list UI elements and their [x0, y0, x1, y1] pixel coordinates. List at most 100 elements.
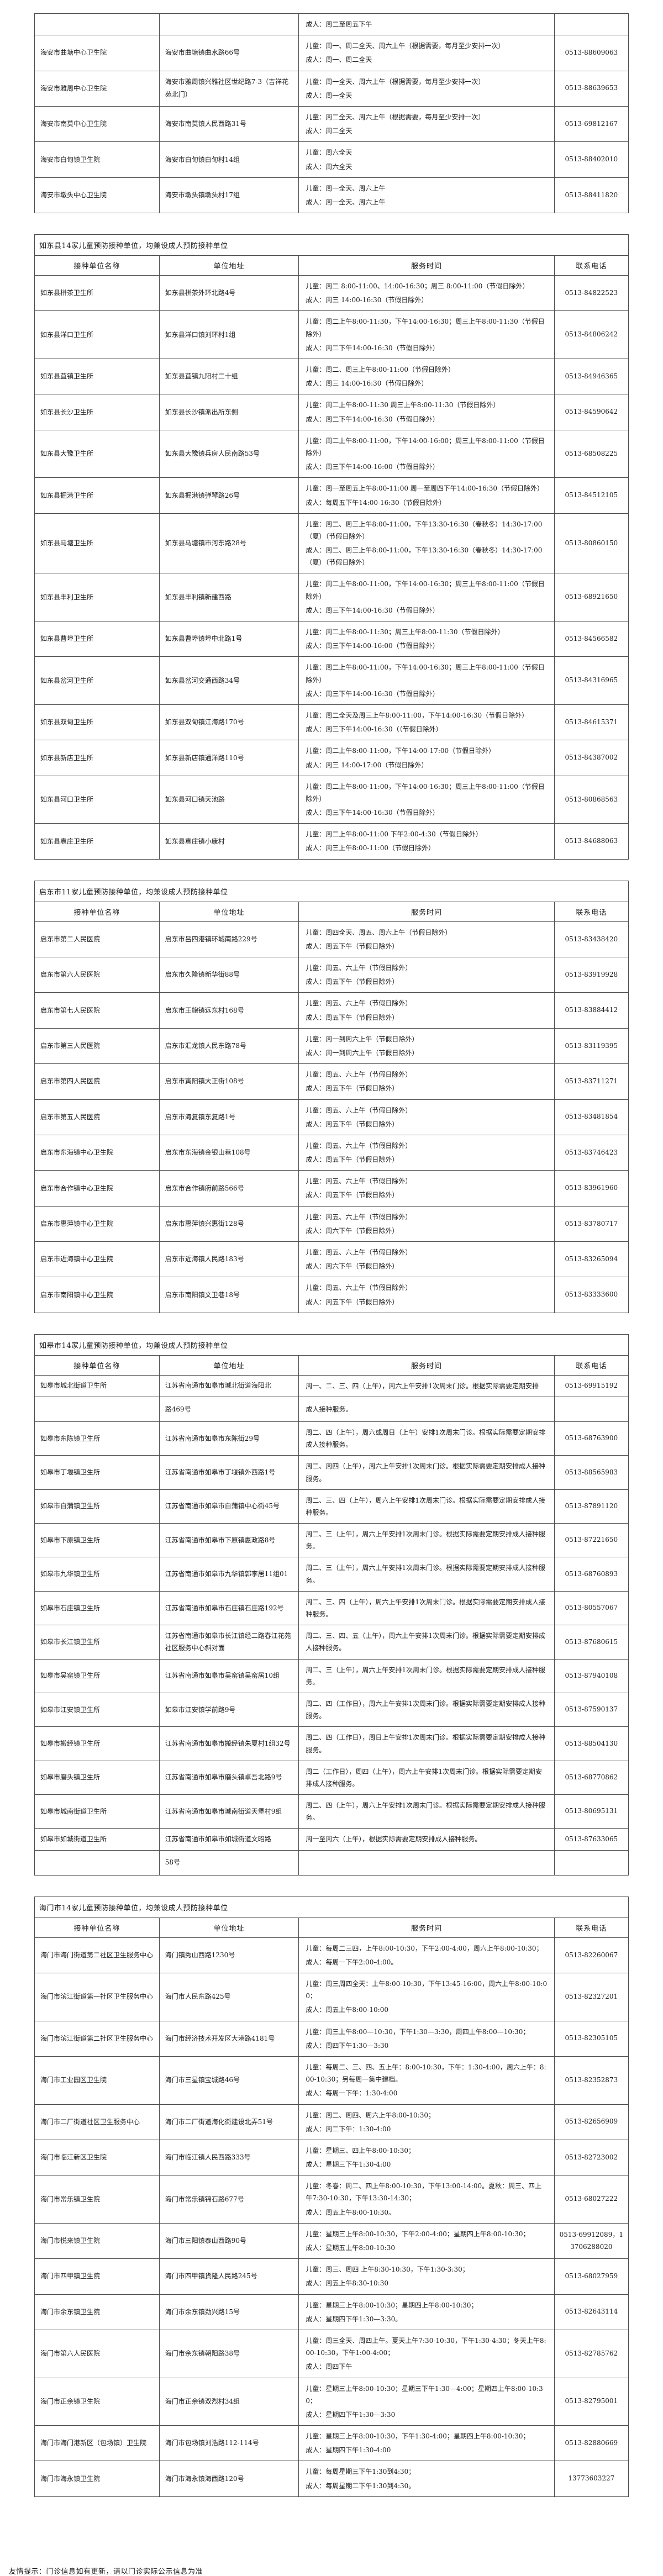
unit-name-cell: 如皋市丁堰镇卫生所 — [34, 1455, 160, 1490]
contact-phone-cell: 0513-82785762 — [554, 2329, 629, 2378]
service-time-line: 成人：星期五上午8:00-10:30 — [306, 2244, 395, 2252]
service-time-line: 儿童：周五、六上午（节假日除外） — [306, 1071, 412, 1079]
contact-phone-cell: 0513-84512105 — [554, 477, 629, 514]
contact-phone-cell: 0513-87221650 — [554, 1523, 629, 1558]
service-time-cell: 儿童：冬春：周二、四上午8:00-10:30，下午13:00-14:00。夏秋：… — [298, 2175, 555, 2224]
unit-address-cell: 如东县丰利镇新建西路 — [159, 573, 299, 621]
contact-phone-cell: 0513-84387002 — [554, 740, 629, 776]
contact-phone-cell: 0513-84615371 — [554, 704, 629, 741]
table-row: 海门市余东镇卫生院 海门市余东镇劲兴路15号 儿童：星期三上午8:00-10:30；… — [34, 2294, 629, 2330]
service-time-line: 成人：星期四下午1:30—3:30 — [306, 2410, 396, 2419]
service-time-cell: 周二、四（工作日），周日上午安排1次周末门诊。根据实际需要定期安排成人接种服务。 — [298, 1726, 555, 1761]
vaccination-table-rugao: 如皋市14家儿童预防接种单位，均兼设成人预防接种单位 接种单位名称 单位地址 服务时间… — [34, 1334, 629, 1876]
contact-phone-cell: 0513-82795001 — [554, 2377, 629, 2426]
table-row: 启东市近海镇中心卫生院 启东市近海镇人民路183号 儿童：周五、六上午（节假日除外）… — [34, 1241, 629, 1278]
service-time-line: 儿童：周二上午8:00-11:30 周三上午8:00-11:30（节假日除外） — [306, 401, 500, 409]
table-row: 如皋市吴窑镇卫生所 江苏省南通市如皋市吴窑镇吴窑居10组 周二、三（上午），周六上午… — [34, 1658, 629, 1693]
table-row: 如东县新店卫生所 如东县新店镇通洋路110号 儿童：周二上午8:00-11:00，下… — [34, 740, 629, 776]
unit-address-cell: 海安市雅周镇兴雅社区世纪路7-3（吉祥花苑北门） — [159, 70, 299, 107]
service-time-line: 成人：周五下午（节假日除外） — [306, 1084, 399, 1093]
service-time-cell: 儿童：周二上午8:00-11:00，下午14:00-16:30；周三上午8:00… — [298, 656, 555, 705]
service-time-cell: 周二、三、四（上午），周六上午安排1次周末门诊。根据实际需要定期安排成人接种服务… — [298, 1489, 555, 1524]
table-row: 路469号 成人接种服务。 — [34, 1396, 629, 1422]
unit-name-cell: 如皋市东陈镇卫生所 — [34, 1421, 160, 1456]
column-header: 联系电话 — [554, 1917, 629, 1938]
table-row: 如东县丰利卫生所 如东县丰利镇新建西路 儿童：周二上午8:00-11:00，下午14… — [34, 573, 629, 621]
service-time-cell: 儿童：周三周四全天：上午8:00-10:30，下午13:45-16:00，周六上… — [298, 1973, 555, 2021]
contact-phone-cell: 0513-88565983 — [554, 1455, 629, 1490]
unit-address-cell: 海安市曲塘镇曲水路66号 — [159, 35, 299, 71]
contact-phone-cell: 0513-68760893 — [554, 1557, 629, 1592]
table-row: 启东市东海镇中心卫生院 启东市东海镇金银山巷108号 儿童：周五、六上午（节假日除外… — [34, 1134, 629, 1171]
vaccination-table-haimen: 海门市14家儿童预防接种单位，均兼设成人预防接种单位 接种单位名称 单位地址 服务时间… — [34, 1896, 629, 2497]
column-header: 单位地址 — [159, 1917, 299, 1938]
service-time-cell: 儿童：周一全天、周六上午（根据需要，每月至少安排一次） 成人：周一全天 — [298, 70, 555, 107]
section-title: 海门市14家儿童预防接种单位，均兼设成人预防接种单位 — [34, 1896, 629, 1918]
unit-address-cell: 启东市合作镇府前路566号 — [159, 1170, 299, 1207]
contact-phone-cell: 0513-83481854 — [554, 1099, 629, 1135]
service-time-line: 成人：星期三下午1:30-4:00 — [306, 2161, 391, 2169]
service-time-cell: 儿童：周五、六上午（节假日除外） 成人：周五下午（节假日除外） — [298, 1277, 555, 1313]
unit-name-cell: 启东市第六人民医院 — [34, 956, 160, 993]
column-header: 单位地址 — [159, 901, 299, 922]
service-time-line: 儿童：周五、六上午（节假日除外） — [306, 1177, 412, 1186]
unit-address-cell: 如东县曹埠镇埠中北路1号 — [159, 620, 299, 657]
service-time-line: 成人：周三下午14:00-16:30（（节假日除外） — [306, 725, 443, 734]
unit-name-cell: 海安市南莫中心卫生院 — [34, 106, 160, 143]
contact-phone-cell: 0513-87590137 — [554, 1692, 629, 1727]
contact-phone-cell: 0513-82327201 — [554, 1973, 629, 2021]
contact-phone-cell: 0513-68508225 — [554, 429, 629, 478]
service-time-line: 儿童：周三周四全天：上午8:00-10:30，下午13:45-16:00，周六上… — [306, 1980, 548, 2000]
service-time-line: 成人：周三下午14:00-16:30（节假日除外） — [306, 809, 439, 817]
contact-phone-cell: 0513-88411820 — [554, 177, 629, 214]
service-time-cell: 周二、四（上午），周六上午安排1次周末门诊。根据实际需要定期安排成人接种服务。 — [298, 1794, 555, 1829]
column-header: 服务时间 — [298, 255, 555, 276]
contact-phone-cell: 0513-84316965 — [554, 656, 629, 705]
service-time-line: 周二、四（上午），周六或周日（上午）安排1次周末门诊。根据实际需要定期安排成人接… — [306, 1428, 546, 1449]
unit-address-cell: 如东县新店镇通洋路110号 — [159, 740, 299, 776]
unit-address-cell: 海安市南莫镇人民西路31号 — [159, 106, 299, 143]
unit-name-cell: 如东县栟茶卫生所 — [34, 275, 160, 312]
unit-address-cell: 启东市南阳镇文卫巷18号 — [159, 1277, 299, 1313]
unit-name-cell: 海门市常乐镇卫生院 — [34, 2175, 160, 2224]
unit-name-cell: 海门市海门港新区（包场镇）卫生院 — [34, 2425, 160, 2462]
table-header-row: 接种单位名称 单位地址 服务时间 联系电话 — [34, 901, 629, 922]
table-row: 海门市悦来镇卫生院 海门市三阳镇泰山西路90号 儿童：星期三上午8:00-10:30… — [34, 2222, 629, 2259]
contact-phone-cell: 0513-80557067 — [554, 1590, 629, 1626]
service-time-cell: 周二、三（上午），周六上午安排1次周末门诊。根据实际需要定期安排成人接种服务。 — [298, 1523, 555, 1558]
unit-address-cell: 58号 — [159, 1850, 299, 1876]
service-time-line: 儿童：周二上午8:00-11:00，下午14:00-16:30；周三上午8:00… — [306, 580, 545, 600]
service-time-line: 成人：周一到周六上午（节假日除外） — [306, 1049, 419, 1057]
unit-name-cell: 如皋市城北街道卫生所 — [34, 1374, 160, 1397]
column-header: 接种单位名称 — [34, 255, 160, 276]
unit-address-cell: 江苏省南通市如皋市九华镇郭李居11组01 — [159, 1557, 299, 1592]
unit-address-cell: 海门市常乐镇锦石路677号 — [159, 2175, 299, 2224]
table-row: 如皋市丁堰镇卫生所 江苏省南通市如皋市丁堰镇外西路1号 周二、周四（上午），周六上午… — [34, 1455, 629, 1490]
table-row: 海门市海门港新区（包场镇）卫生院 海门市包场镇刘浩路112-114号 儿童：星期三上… — [34, 2425, 629, 2462]
service-time-cell: 儿童：周五、六上午（节假日除外） 成人：周五下午（节假日除外） — [298, 956, 555, 993]
service-time-cell: 儿童：周二上午8:00-11:30 周三上午8:00-11:30（节假日除外） 成… — [298, 394, 555, 430]
unit-address-cell: 江苏省南通市如皋市磨头镇卓吾北路9号 — [159, 1760, 299, 1795]
service-time-line: 成人：周五上午8:30-10:30 — [306, 2279, 388, 2288]
service-time-line: 成人：周二下午14:00-16:30（节假日除外） — [306, 415, 439, 423]
service-time-cell: 儿童：周一到周六上午（节假日除外） 成人：周一到周六上午（节假日除外） — [298, 1028, 555, 1065]
table-row: 如东县大豫卫生所 如东县大豫镇兵房人民南路53号 儿童：周二上午8:00-11:00… — [34, 429, 629, 478]
unit-name-cell: 如东县新店卫生所 — [34, 740, 160, 776]
vaccination-table-qidong: 启东市11家儿童预防接种单位，均兼设成人预防接种单位 接种单位名称 单位地址 服务时间… — [34, 880, 629, 1313]
service-time-cell: 周二、三（上午），周六上午安排1次周末门诊。根据实际需要定期安排成人接种服务。 — [298, 1658, 555, 1693]
unit-address-cell: 如东县苴镇九阳村二十组 — [159, 358, 299, 395]
service-time-cell: 儿童：周一、周二全天、周六上午（根据需要，每月至少安排一次） 成人：周一、周二全天 — [298, 35, 555, 71]
table-row: 海安市墩头中心卫生院 海安市墩头镇墩头村17组 儿童：周一全天、周六上午 成人：周一全… — [34, 177, 629, 214]
table-header-row: 接种单位名称 单位地址 服务时间 联系电话 — [34, 1917, 629, 1938]
service-time-cell: 儿童：周二上午8:00-11:00，下午14:00-16:30；周三上午8:00… — [298, 775, 555, 824]
service-time-cell: 儿童：周五、六上午（节假日除外） 成人：周五下午（节假日除外） — [298, 1170, 555, 1207]
column-header: 服务时间 — [298, 1917, 555, 1938]
service-time-cell: 儿童：周五、六上午（节假日除外） 成人：周五下午（节假日除外） — [298, 1099, 555, 1135]
service-time-cell: 儿童：周二全天、周六上午（根据需要，每月至少安排一次） 成人：周二全天 — [298, 106, 555, 143]
unit-name-cell: 如皋市九华镇卫生所 — [34, 1557, 160, 1592]
contact-phone-cell: 0513-83711271 — [554, 1063, 629, 1100]
column-header: 服务时间 — [298, 1355, 555, 1376]
contact-phone-cell: 0513-83119395 — [554, 1028, 629, 1065]
contact-phone-cell: 0513-88504130 — [554, 1726, 629, 1761]
service-time-line: 周二、三、四（上午），周六上午安排1次周末门诊。根据实际需要定期安排成人接种服务… — [306, 1496, 546, 1516]
